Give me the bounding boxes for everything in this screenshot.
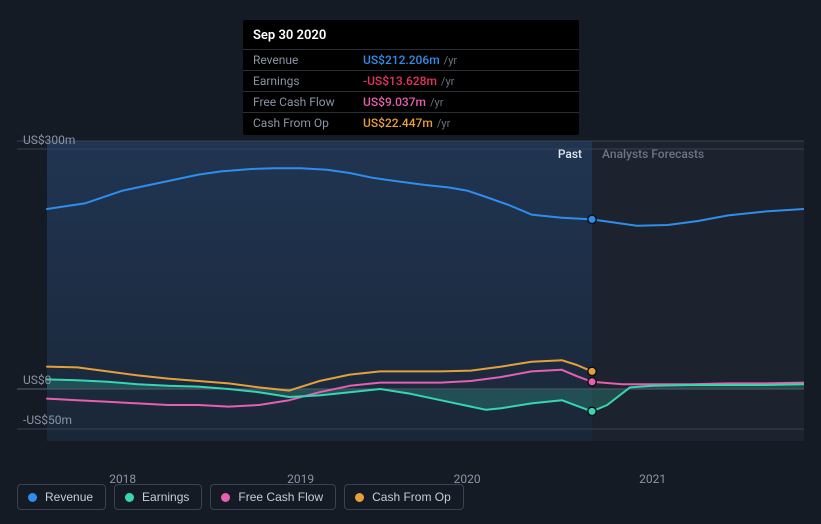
tooltip-value: US$212.206m [363, 53, 440, 67]
tooltip-date: Sep 30 2020 [243, 26, 579, 49]
tooltip-label: Earnings [253, 74, 363, 88]
legend-toggle-cfo[interactable]: Cash From Op [344, 484, 464, 510]
swatch-icon [28, 493, 37, 502]
financials-chart[interactable]: US$300mUS$0-US$50m2018201920202021PastAn… [17, 117, 804, 464]
y-axis-label: US$300m [23, 133, 75, 147]
tooltip-row-fcf: Free Cash Flow US$9.037m /yr [243, 91, 579, 112]
chart-canvas [17, 117, 804, 464]
tooltip-value: US$9.037m [363, 95, 426, 109]
tooltip-row-revenue: Revenue US$212.206m /yr [243, 49, 579, 70]
tooltip-unit: /yr [437, 117, 450, 130]
x-axis-label: 2021 [639, 472, 666, 486]
tooltip-value: US$22.447m [363, 116, 433, 130]
legend-toggle-fcf[interactable]: Free Cash Flow [210, 484, 336, 510]
legend-label: Earnings [142, 490, 189, 504]
legend-toggle-earnings[interactable]: Earnings [114, 484, 202, 510]
tooltip-label: Free Cash Flow [253, 95, 363, 109]
y-axis-label: -US$50m [23, 413, 72, 427]
y-axis-label: US$0 [23, 373, 51, 387]
section-label-forecast: Analysts Forecasts [602, 147, 704, 161]
chart-tooltip: Sep 30 2020 Revenue US$212.206m /yr Earn… [243, 20, 579, 135]
legend-label: Free Cash Flow [238, 490, 323, 504]
swatch-icon [355, 493, 364, 502]
tooltip-value: -US$13.628m [363, 74, 437, 88]
chart-legend: Revenue Earnings Free Cash Flow Cash Fro… [17, 484, 464, 510]
tooltip-unit: /yr [430, 96, 443, 109]
tooltip-label: Cash From Op [253, 116, 363, 130]
tooltip-unit: /yr [444, 54, 457, 67]
legend-toggle-revenue[interactable]: Revenue [17, 484, 106, 510]
legend-label: Revenue [45, 490, 93, 504]
tooltip-row-earnings: Earnings -US$13.628m /yr [243, 70, 579, 91]
tooltip-row-cfo: Cash From Op US$22.447m /yr [243, 112, 579, 133]
swatch-icon [125, 493, 134, 502]
tooltip-unit: /yr [441, 75, 454, 88]
section-label-past: Past [558, 147, 582, 161]
tooltip-label: Revenue [253, 53, 363, 67]
swatch-icon [221, 493, 230, 502]
legend-label: Cash From Op [372, 490, 451, 504]
